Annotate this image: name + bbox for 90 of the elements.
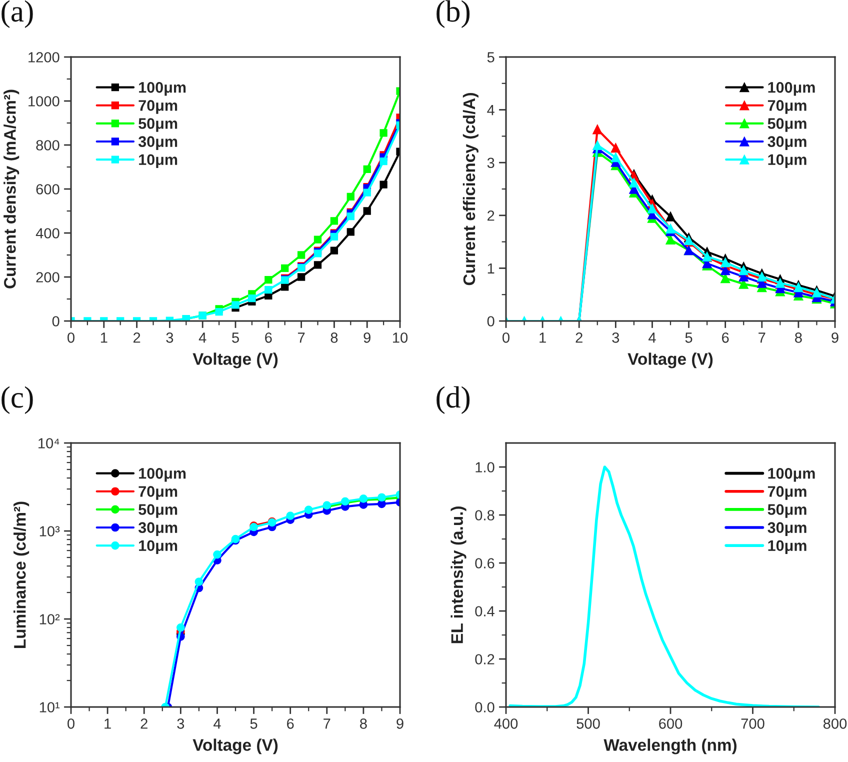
y-tick-label: 0.8 <box>475 510 494 520</box>
y-tick-label: 800 <box>36 140 60 150</box>
x-tick-label: 600 <box>659 718 682 729</box>
x-tick-label: 1 <box>100 332 108 343</box>
x-tick-label: 4 <box>648 332 656 343</box>
x-tick-label: 0 <box>68 332 74 343</box>
legend-label: 70μm <box>138 100 178 114</box>
y-tick-label: 1 <box>488 263 494 274</box>
x-tick-label: 5 <box>685 332 692 343</box>
y-tick-label: 3 <box>487 158 494 168</box>
y-axis-title: Current efficiency (cd/A) <box>462 93 478 286</box>
x-tick-label: 8 <box>360 718 367 729</box>
x-tick-label: 6 <box>287 718 294 729</box>
legend-label: 10μm <box>139 540 178 554</box>
y-tick-label: 10³ <box>40 526 60 536</box>
y-tick-label: 2 <box>488 210 494 221</box>
legend-label: 100μm <box>768 468 815 482</box>
y-axis-title: EL intensity (a.u.) <box>450 506 466 644</box>
x-axis-title: Voltage (V) <box>192 738 278 754</box>
x-axis-title: Voltage (V) <box>628 352 713 368</box>
legend-label: 10μm <box>768 154 806 168</box>
x-tick-label: 7 <box>758 332 766 343</box>
x-tick-label: 10 <box>393 332 408 343</box>
legend-label: 50μm <box>768 118 806 132</box>
x-tick-label: 2 <box>140 718 148 729</box>
x-tick-label: 9 <box>396 718 404 729</box>
x-tick-label: 0 <box>502 332 510 343</box>
x-tick-label: 3 <box>612 332 620 343</box>
y-tick-label: 1.0 <box>476 462 494 472</box>
x-tick-label: 800 <box>823 718 847 729</box>
chart-title: (c) <box>2 386 33 414</box>
legend-label: 70μm <box>138 486 178 500</box>
legend-label: 30μm <box>138 522 178 536</box>
x-tick-label: 0 <box>68 718 74 729</box>
y-tick-label: 0 <box>487 316 494 326</box>
y-axis-title: Current density (mA/cm²) <box>4 90 20 288</box>
y-tick-label: 1200 <box>28 52 60 62</box>
legend-label: 70μm <box>768 486 806 500</box>
x-tick-label: 4 <box>198 332 206 343</box>
x-tick-label: 9 <box>364 332 370 343</box>
legend-label: 50μm <box>138 118 178 132</box>
y-tick-label: 0 <box>52 316 60 326</box>
x-axis-title: Voltage (V) <box>192 352 278 368</box>
x-tick-label: 3 <box>177 718 184 729</box>
y-tick-label: 0.0 <box>475 702 494 712</box>
y-tick-label: 400 <box>36 228 60 238</box>
chart-title: (a) <box>2 0 33 28</box>
x-tick-label: 3 <box>166 332 174 343</box>
x-tick-label: 8 <box>795 332 802 343</box>
legend-label: 70μm <box>768 100 806 114</box>
x-tick-label: 8 <box>330 332 338 343</box>
legend-label: 30μm <box>768 136 806 150</box>
y-tick-label: 0.6 <box>475 558 494 568</box>
x-tick-label: 700 <box>741 718 764 729</box>
y-axis-title: Luminance (cd/m²) <box>14 502 30 648</box>
x-tick-label: 7 <box>324 718 330 729</box>
chart-title: (b) <box>436 0 470 28</box>
x-tick-label: 7 <box>298 332 305 343</box>
x-tick-label: 1 <box>104 718 111 729</box>
x-axis-title: Wavelength (nm) <box>604 738 736 754</box>
legend-label: 100μm <box>139 82 186 96</box>
x-tick-label: 5 <box>232 332 239 343</box>
x-tick-label: 1 <box>540 332 546 343</box>
legend-label: 100μm <box>139 468 186 482</box>
x-tick-label: 4 <box>214 718 221 729</box>
y-tick-label: 600 <box>36 184 60 194</box>
legend-label: 30μm <box>768 522 806 536</box>
x-tick-label: 5 <box>250 718 258 729</box>
y-tick-label: 200 <box>36 272 60 282</box>
legend-label: 50μm <box>138 504 178 518</box>
y-tick-label: 10¹ <box>40 702 60 712</box>
legend-label: 10μm <box>768 540 806 554</box>
x-tick-label: 2 <box>576 332 582 343</box>
legend-label: 30μm <box>138 136 178 150</box>
y-tick-label: 0.2 <box>475 654 494 664</box>
x-tick-label: 500 <box>576 718 600 729</box>
y-tick-label: 0.4 <box>475 606 494 616</box>
y-tick-label: 5 <box>487 52 494 62</box>
legend-label: 50μm <box>768 504 806 518</box>
legend-label: 10μm <box>139 154 178 168</box>
legend-label: 100μm <box>768 82 815 96</box>
x-tick-label: 6 <box>722 332 729 343</box>
x-tick-label: 2 <box>133 332 140 343</box>
x-tick-label: 9 <box>832 332 838 343</box>
y-tick-label: 4 <box>487 105 494 116</box>
y-tick-label: 10⁴ <box>38 438 60 448</box>
y-tick-label: 1000 <box>28 96 60 106</box>
y-tick-label: 10² <box>40 614 60 624</box>
x-tick-label: 6 <box>265 332 272 343</box>
chart-title: (d) <box>436 386 470 414</box>
